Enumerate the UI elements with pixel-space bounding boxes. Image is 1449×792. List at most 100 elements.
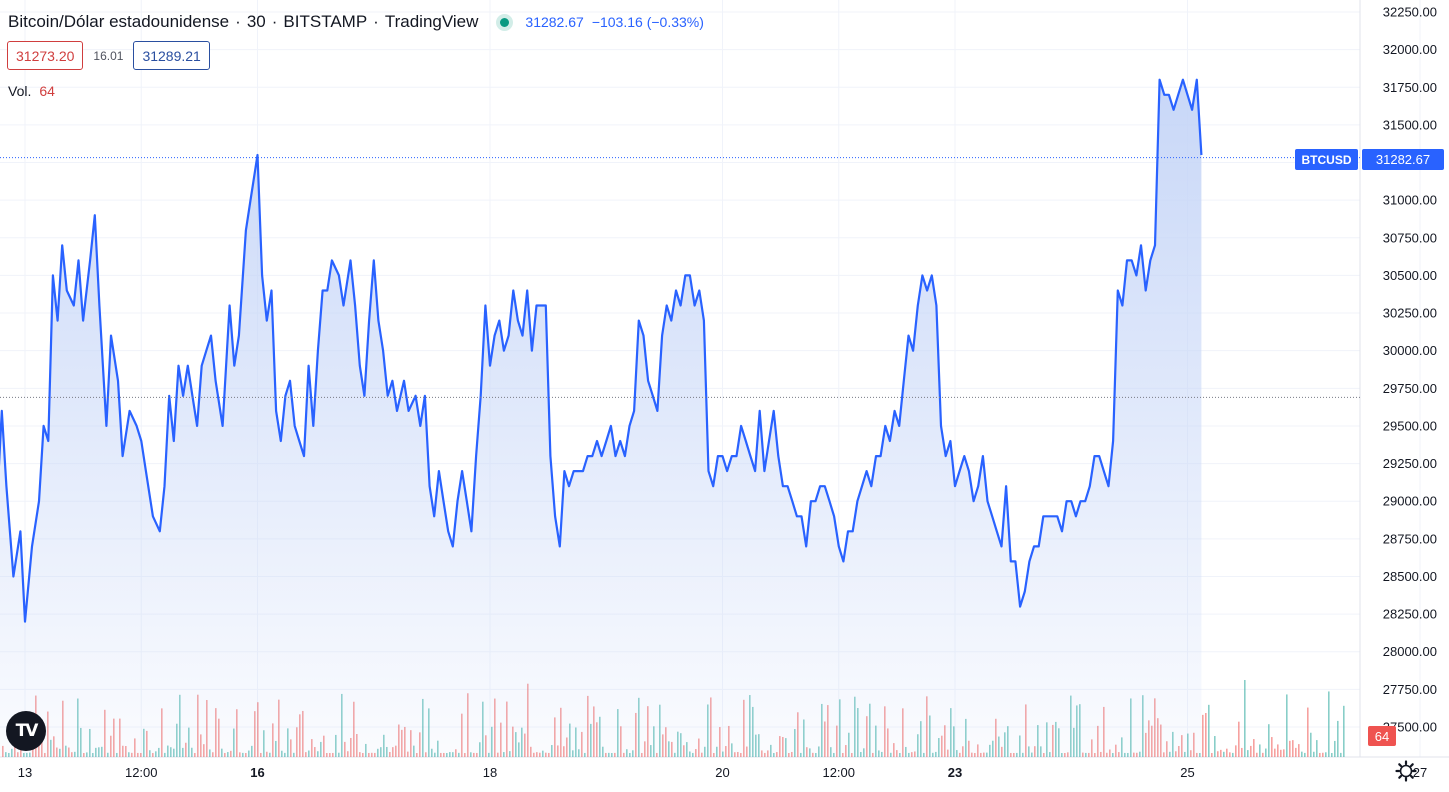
volume-bar	[1241, 747, 1243, 757]
volume-bar	[1253, 739, 1255, 757]
price-tags: BTCUSD 31282.67 64	[1295, 149, 1444, 746]
volume-bar	[1229, 752, 1231, 757]
price-tick-label: 29250.00	[1383, 456, 1437, 471]
last-price-tag-bg	[1362, 149, 1444, 170]
price-tick-label: 31000.00	[1383, 193, 1437, 208]
volume-bar	[1295, 747, 1297, 757]
price-tick-label: 32250.00	[1383, 5, 1437, 20]
time-tick-label: 12:00	[822, 765, 855, 780]
time-tick-label: 12:00	[125, 765, 158, 780]
volume-bar	[1304, 752, 1306, 757]
volume-bar	[1226, 748, 1228, 757]
tradingview-logo-icon[interactable]: TV	[6, 711, 46, 751]
volume-bar	[1205, 712, 1207, 757]
time-tick-label: 23	[948, 765, 962, 780]
price-tick-label: 29750.00	[1383, 381, 1437, 396]
volume-bar	[1220, 749, 1222, 757]
volume-bar	[1328, 691, 1330, 757]
volume-bar	[1265, 748, 1267, 757]
market-status-icon[interactable]	[500, 17, 510, 27]
volume-bar	[1277, 744, 1279, 757]
volume-bar	[1325, 752, 1327, 757]
spread-value: 16.01	[93, 48, 124, 63]
volume-bar	[1238, 721, 1240, 757]
price-tick-label: 29500.00	[1383, 418, 1437, 433]
price-tick-label: 28750.00	[1383, 531, 1437, 546]
provider: TradingView	[384, 12, 479, 31]
volume-bar	[1289, 740, 1291, 757]
price-tick-label: 27750.00	[1383, 682, 1437, 697]
volume-bar	[1298, 744, 1300, 757]
volume-bar	[1310, 732, 1312, 757]
volume-bar	[1211, 753, 1213, 757]
volume-bar	[1340, 752, 1342, 757]
price-tick-label: 31750.00	[1383, 80, 1437, 95]
volume-bar	[1283, 749, 1285, 757]
volume-value: 64	[39, 83, 55, 99]
volume-tag: 64	[1375, 729, 1389, 744]
header-change: −103.16 (−0.33%)	[591, 14, 704, 30]
volume-bar	[1271, 737, 1273, 757]
volume-bar	[1202, 714, 1204, 757]
price-tick-label: 30750.00	[1383, 230, 1437, 245]
price-tick-label: 30250.00	[1383, 306, 1437, 321]
volume-bar	[1217, 751, 1219, 757]
volume-bar	[1235, 745, 1237, 757]
volume-label: Vol.	[8, 83, 32, 99]
volume-bar	[1280, 749, 1282, 757]
volume-bar	[1319, 752, 1321, 757]
volume-bar	[1334, 740, 1336, 757]
time-tick-label: 27	[1413, 765, 1427, 780]
volume-bar	[1274, 748, 1276, 757]
price-tick-label: 30500.00	[1383, 268, 1437, 283]
price-tick-label: 30000.00	[1383, 343, 1437, 358]
volume-bar	[1259, 744, 1261, 757]
volume-bar	[1262, 752, 1264, 757]
volume-bar	[1232, 752, 1234, 757]
price-axis[interactable]: 32250.0032000.0031750.0031500.0031250.00…	[1383, 5, 1437, 735]
volume-bar	[1208, 704, 1210, 757]
volume-bar	[1292, 740, 1294, 757]
price-tick-label: 29000.00	[1383, 494, 1437, 509]
volume-bar	[1247, 750, 1249, 757]
volume-bar	[1313, 751, 1315, 757]
chart-header: Bitcoin/Dólar estadounidense · 30 · BITS…	[8, 12, 704, 31]
volume-bar	[1244, 679, 1246, 757]
price-tick-label: 28500.00	[1383, 569, 1437, 584]
symbol-name[interactable]: Bitcoin/Dólar estadounidense	[8, 12, 230, 31]
volume-bar	[1250, 745, 1252, 757]
ask-button[interactable]: 31289.21	[133, 41, 210, 70]
time-tick-label: 25	[1180, 765, 1194, 780]
volume-bar	[1331, 752, 1333, 757]
price-tick-label: 28000.00	[1383, 644, 1437, 659]
volume-bar	[1307, 707, 1309, 757]
symbol-tag-bg	[1295, 149, 1358, 170]
symbol-tag: BTCUSD	[1302, 153, 1352, 167]
volume-bar	[1301, 751, 1303, 757]
volume-bar	[1268, 724, 1270, 757]
volume-bar	[1337, 720, 1339, 757]
bid-button[interactable]: 31273.20	[7, 41, 84, 70]
price-area	[0, 78, 1203, 757]
time-tick-label: 13	[18, 765, 32, 780]
time-tick-label: 16	[250, 765, 264, 780]
volume-legend[interactable]: Vol. 64	[8, 83, 55, 99]
volume-bar	[1343, 705, 1345, 757]
volume-bar	[1316, 740, 1318, 757]
price-tick-label: 27500.00	[1383, 720, 1437, 735]
price-series-line[interactable]	[0, 78, 1203, 623]
time-tick-label: 18	[483, 765, 497, 780]
last-price-tag: 31282.67	[1376, 152, 1430, 167]
volume-bar	[1322, 752, 1324, 757]
settings-gear-icon[interactable]	[1394, 759, 1418, 783]
time-tick-label: 20	[715, 765, 729, 780]
volume-bar	[1223, 751, 1225, 757]
price-area-fill	[0, 79, 1202, 757]
price-tick-label: 31500.00	[1383, 117, 1437, 132]
interval[interactable]: 30	[246, 12, 266, 31]
price-tick-label: 32000.00	[1383, 42, 1437, 57]
volume-tag-bg	[1368, 726, 1396, 746]
quote-row: 31273.20 16.01 31289.21	[7, 41, 210, 70]
